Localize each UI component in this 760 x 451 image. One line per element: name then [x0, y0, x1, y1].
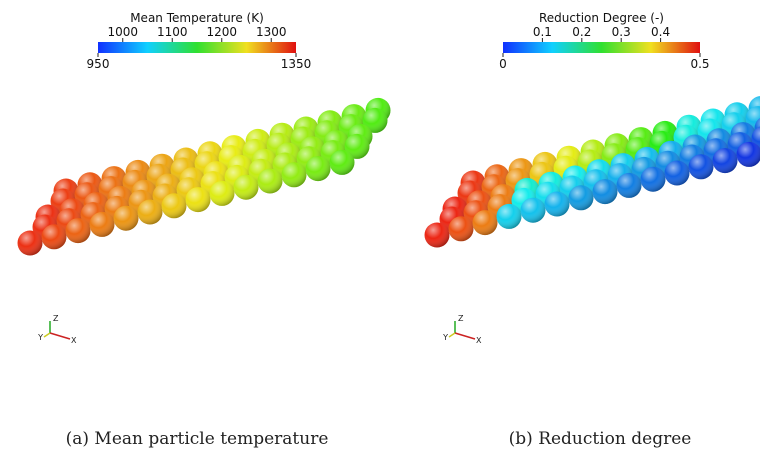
- colorbar-max-label: 1350: [281, 57, 312, 71]
- colorbar-tick-label: 0.3: [612, 25, 631, 39]
- colorbar-title: Reduction Degree (-): [539, 11, 664, 25]
- particle-shade: [89, 211, 115, 237]
- axis-x-label: X: [476, 336, 482, 345]
- particle-shade: [137, 199, 163, 225]
- axis-x-label: X: [71, 336, 77, 345]
- particle-shade: [688, 154, 714, 180]
- colorbar-tick-label: 1100: [157, 25, 188, 39]
- particle-shade: [736, 141, 760, 167]
- particle-shade: [281, 162, 307, 188]
- particle-shade: [640, 166, 666, 192]
- colorbar: [503, 42, 700, 53]
- particle-shade: [616, 172, 642, 198]
- particle-shade: [520, 197, 546, 223]
- particle-shade: [592, 179, 618, 205]
- particle-shade: [448, 216, 474, 242]
- colorbar-tick-label: 0.1: [533, 25, 552, 39]
- caption: (a) Mean particle temperature: [66, 429, 329, 449]
- panel: Reduction Degree (-)0.1 0.2 0.3 0.4 0 0.5 Z Y X (…: [424, 11, 760, 449]
- particle-shade: [17, 230, 43, 256]
- axis-z-label: Z: [458, 314, 464, 323]
- axis-z-label: Z: [53, 314, 59, 323]
- particle-shade: [568, 185, 594, 211]
- particle-shade: [209, 180, 235, 206]
- axis-y-label: Y: [442, 333, 448, 342]
- particle-shade: [344, 133, 370, 159]
- particle-shade: [472, 210, 498, 236]
- colorbar-title: Mean Temperature (K): [130, 11, 264, 25]
- particle-shade: [424, 222, 450, 248]
- colorbar-min-label: 950: [87, 57, 110, 71]
- panel: Mean Temperature (K)1000 1100 1200 1300 950 1…: [17, 11, 391, 449]
- colorbar-tick-label: 0.2: [572, 25, 591, 39]
- axis-x: [49, 332, 71, 340]
- particle-shade: [712, 148, 738, 174]
- particle-shade: [305, 156, 331, 182]
- caption: (b) Reduction degree: [509, 429, 692, 449]
- axis-y: [43, 332, 51, 338]
- axis-y-label: Y: [37, 333, 43, 342]
- axis-x: [454, 332, 476, 340]
- particle-bed: [424, 96, 760, 248]
- colorbar-tick-label: 1300: [256, 25, 287, 39]
- axis-y: [448, 332, 456, 338]
- particle-shade: [113, 205, 139, 231]
- particle-shade: [257, 168, 283, 194]
- particle-shade: [41, 224, 67, 250]
- particle-shade: [664, 160, 690, 186]
- colorbar-tick-label: 1200: [206, 25, 237, 39]
- particle-shade: [544, 191, 570, 217]
- particle-shade: [161, 193, 187, 219]
- colorbar-tick-label: 0.4: [651, 25, 670, 39]
- colorbar-tick-label: 1000: [107, 25, 138, 39]
- colorbar-max-label: 0.5: [690, 57, 709, 71]
- colorbar-min-label: 0: [499, 57, 507, 71]
- particle-shade: [65, 218, 91, 244]
- particle-shade: [185, 187, 211, 213]
- particle-shade: [362, 107, 388, 133]
- particle-bed: [17, 97, 391, 256]
- particle-shade: [329, 149, 355, 175]
- colorbar: [98, 42, 296, 53]
- particle-shade: [233, 174, 259, 200]
- particle-shade: [496, 203, 522, 229]
